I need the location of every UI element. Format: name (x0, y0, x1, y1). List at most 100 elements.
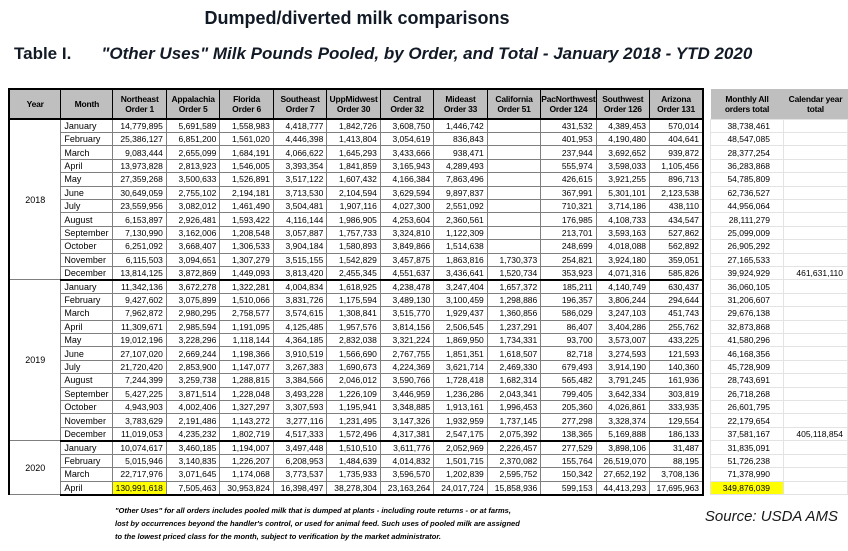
calendar-total-cell (782, 346, 848, 361)
gap-cell (703, 132, 711, 146)
order-value-cell: 2,853,900 (165, 359, 221, 375)
month-cell: October (60, 400, 114, 415)
calendar-total-cell (782, 440, 848, 455)
order-value-cell: 3,071,645 (165, 467, 221, 482)
table-row: 2018 January 14,779,895 5,691,589 1,558,983 4… (8, 118, 848, 281)
order-value-cell: 2,813,923 (165, 158, 221, 174)
calendar-total-cell: 405,118,854 (782, 426, 848, 442)
order-value-cell: 3,714,186 (595, 198, 651, 214)
year-cell: 2019 (8, 279, 62, 442)
order-value-cell: 1,175,594 (326, 292, 381, 308)
milk-pounds-table: Year Month Northeast Order 1 Appalachia Order… (8, 88, 848, 496)
page-title: Dumped/diverted milk comparisons (204, 8, 510, 28)
month-cell: March (60, 306, 114, 321)
order-value-cell: 1,501,715 (433, 453, 488, 469)
month-cell: January (60, 440, 114, 455)
order-value-cell: 1,561,020 (219, 131, 274, 147)
order-name: Mideast (445, 94, 476, 104)
year-cell: 2018 (8, 118, 62, 281)
order-value-cell: 4,140,749 (595, 279, 651, 294)
monthly-total-cell: 51,726,238 (710, 453, 784, 469)
order-value-cell: 1,308,841 (326, 306, 381, 321)
order-value-cell: 1,228,048 (219, 386, 274, 402)
order-value-cell: 3,708,136 (649, 467, 705, 482)
order-number: Order 51 (497, 104, 531, 114)
order-number: Order 5 (178, 104, 208, 114)
order-value-cell: 3,162,006 (165, 225, 221, 241)
order-value-cell: 4,418,777 (272, 118, 328, 133)
gap-cell (703, 159, 711, 173)
order-name: Arizona (661, 94, 691, 104)
order-value-cell: 93,700 (540, 333, 597, 348)
table-row: October 6,251,092 3,668,407 1,306,533 3,904,… (9, 239, 848, 254)
order-name: Florida (233, 94, 261, 104)
order-value-cell: 2,123,538 (649, 185, 705, 200)
order-value-cell: 1,461,490 (219, 198, 274, 214)
order-value-cell: 1,593,422 (219, 212, 274, 227)
calendar-total-cell (782, 306, 848, 321)
order-value-cell: 19,012,196 (112, 333, 167, 348)
order-value-cell: 896,713 (649, 172, 705, 187)
order-value-cell: 130,991,618 (112, 480, 167, 496)
table-row: December 11,019,053 4,235,232 1,802,719 4,51… (9, 426, 848, 442)
order-value-cell: 82,718 (540, 346, 597, 361)
order-value-cell: 4,014,832 (379, 453, 435, 469)
calendar-total-cell (782, 292, 848, 308)
month-cell: July (60, 359, 114, 375)
month-cell: August (60, 212, 114, 227)
table-row: April 11,309,671 2,985,594 1,191,095 4,125,4… (9, 319, 848, 335)
order-value-cell: 11,309,671 (112, 319, 167, 335)
order-value-cell: 1,122,309 (433, 225, 488, 241)
order-value-cell (486, 212, 542, 227)
month-cell: May (60, 172, 114, 187)
order-value-cell: 3,277,116 (272, 413, 328, 428)
order-value-cell (486, 198, 542, 214)
calendar-total-cell (782, 467, 848, 482)
order-value-cell: 433,225 (649, 333, 705, 348)
order-value-cell: 7,962,872 (112, 306, 167, 321)
order-value-cell: 1,526,891 (219, 172, 274, 187)
monthly-total-cell: 31,835,091 (710, 440, 784, 455)
order-value-cell: 1,542,829 (326, 252, 381, 267)
order-value-cell: 2,595,752 (486, 467, 542, 482)
order-number: Order 7 (285, 104, 315, 114)
order-value-cell: 2,832,038 (326, 333, 381, 348)
monthly-total-cell: 36,060,105 (710, 279, 784, 294)
order-value-cell: 21,720,420 (112, 359, 167, 375)
order-value-cell: 3,497,448 (272, 440, 328, 455)
gap-cell (703, 172, 711, 187)
order-value-cell: 4,190,480 (595, 131, 651, 147)
order-value-cell: 3,598,033 (595, 158, 651, 174)
order-value-cell: 3,596,570 (379, 467, 435, 482)
order-value-cell: 4,018,088 (595, 239, 651, 254)
calendar-total-cell: 461,631,110 (782, 265, 848, 281)
order-value-cell: 254,821 (540, 252, 597, 267)
order-value-cell: 1,607,432 (326, 172, 381, 187)
gap-cell (703, 226, 711, 240)
order-value-cell: 3,094,651 (165, 252, 221, 267)
order-value-cell (486, 131, 542, 147)
order-value-cell: 3,574,615 (272, 306, 328, 321)
order-value-cell (486, 158, 542, 174)
table-row: March 7,962,872 2,980,295 2,758,577 3,574,61… (9, 306, 848, 321)
order-value-cell: 3,324,810 (379, 225, 435, 241)
gap-cell (703, 427, 711, 441)
calendar-total-cell (782, 480, 848, 496)
monthly-total-cell: 349,876,039 (710, 480, 784, 496)
order-name: Appalachia (171, 94, 215, 104)
order-value-cell: 333,935 (649, 400, 705, 415)
monthly-total-cell: 28,743,691 (710, 373, 784, 388)
order-value-cell: 5,015,946 (112, 453, 167, 469)
order-value-cell: 438,110 (649, 198, 705, 214)
order-value-cell: 710,321 (540, 198, 597, 214)
order-value-cell: 2,655,099 (165, 145, 221, 160)
month-cell: December (60, 426, 114, 442)
order-value-cell: 3,247,103 (595, 306, 651, 321)
order-value-cell: 3,668,407 (165, 239, 221, 254)
order-number: Order 32 (390, 104, 424, 114)
table-row: February 25,386,127 6,851,200 1,561,020 4,44… (9, 131, 848, 147)
order-value-cell: 3,274,593 (595, 346, 651, 361)
col-header-southwest: Southwest Order 126 (595, 88, 651, 120)
order-value-cell: 359,051 (649, 252, 705, 267)
order-value-cell: 6,851,200 (165, 131, 221, 147)
